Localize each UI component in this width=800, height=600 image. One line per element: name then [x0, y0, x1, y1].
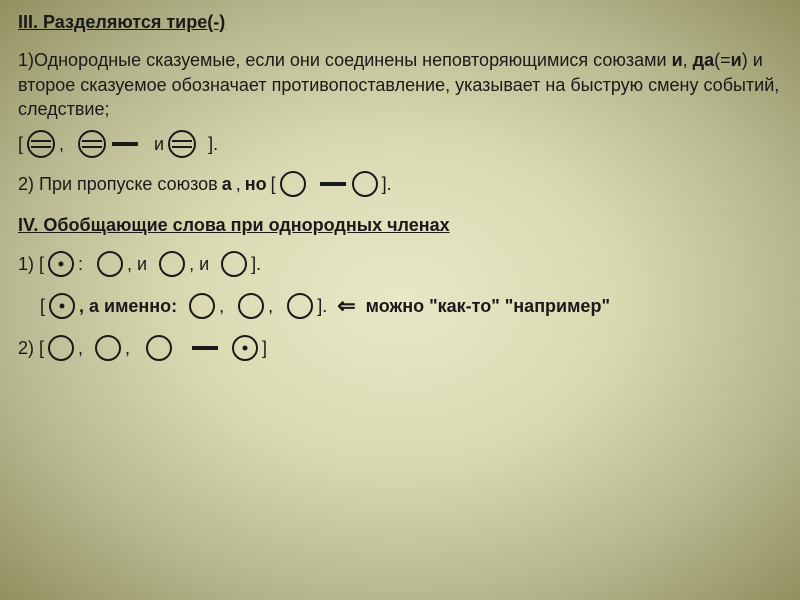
rule1-text: 1)Однородные сказуемые, если они соедине…: [18, 48, 782, 121]
circle-icon: [221, 251, 247, 277]
rule1-eq: (=: [714, 50, 731, 70]
formula1: [ , и ].: [18, 131, 782, 157]
rule2-no: но: [245, 172, 267, 196]
s4-rule2-c1: ,: [78, 336, 83, 360]
rule2-c: ,: [236, 172, 241, 196]
predicate-icon: [78, 131, 106, 157]
rule2-a: а: [222, 172, 232, 196]
s4-rule2-close: ]: [262, 336, 267, 360]
s4-rule2: 2) [ , , ]: [18, 335, 782, 361]
s4-rule2-label: 2) [: [18, 336, 44, 360]
predicate-icon: [27, 131, 55, 157]
circle-icon: [287, 293, 313, 319]
s4-rule1b-c1: ,: [219, 294, 224, 318]
rule1-comma1: ,: [683, 50, 693, 70]
circle-icon: [146, 335, 172, 361]
s4-rule1-c2: , и: [189, 252, 209, 276]
circle-dot-icon: [48, 251, 74, 277]
formula1-c1: ,: [59, 132, 64, 156]
s4-rule2-c2: ,: [125, 336, 130, 360]
s4-rule1b-word: , а именно:: [79, 294, 177, 318]
rule1-conj1: и: [672, 50, 683, 70]
circle-icon: [95, 335, 121, 361]
s4-rule1b: [ , а именно: , , ]. ⇐ можно "как-то" "н…: [40, 291, 782, 321]
circle-icon: [352, 171, 378, 197]
s4-rule1b-c2: ,: [268, 294, 273, 318]
s4-rule1b-hint: можно "как-то" "например": [366, 294, 610, 318]
circle-dot-icon: [49, 293, 75, 319]
rule2-open: [: [271, 172, 276, 196]
circle-icon: [280, 171, 306, 197]
rule2-line: 2) При пропуске союзов а, но [ ].: [18, 171, 782, 197]
section4-title: IV. Обобщающие слова при однородных член…: [18, 213, 782, 237]
circle-icon: [189, 293, 215, 319]
rule1-conj3: и: [731, 50, 742, 70]
left-arrow-icon: ⇐: [337, 291, 355, 321]
dash-icon: [112, 142, 138, 146]
s4-rule1b-open: [: [40, 294, 45, 318]
formula1-open: [: [18, 132, 23, 156]
predicate-icon: [168, 131, 196, 157]
circle-dot-icon: [232, 335, 258, 361]
rule1-conj2: да: [693, 50, 714, 70]
rule2-close: ].: [382, 172, 392, 196]
formula1-close: ].: [208, 132, 218, 156]
s4-rule1: 1) [ : , и , и ].: [18, 251, 782, 277]
circle-icon: [159, 251, 185, 277]
s4-rule1-label: 1) [: [18, 252, 44, 276]
circle-icon: [238, 293, 264, 319]
rule1-prefix: 1)Однородные сказуемые, если они соедине…: [18, 50, 672, 70]
dash-icon: [192, 346, 218, 350]
s4-rule1-c1: , и: [127, 252, 147, 276]
rule2-prefix: 2) При пропуске союзов: [18, 172, 218, 196]
formula1-conj: и: [154, 132, 164, 156]
dash-icon: [320, 182, 346, 186]
circle-icon: [48, 335, 74, 361]
section3-title: III. Разделяются тире(-): [18, 10, 782, 34]
s4-rule1-colon: :: [78, 252, 83, 276]
s4-rule1b-close: ].: [317, 294, 327, 318]
s4-rule1-close: ].: [251, 252, 261, 276]
circle-icon: [97, 251, 123, 277]
